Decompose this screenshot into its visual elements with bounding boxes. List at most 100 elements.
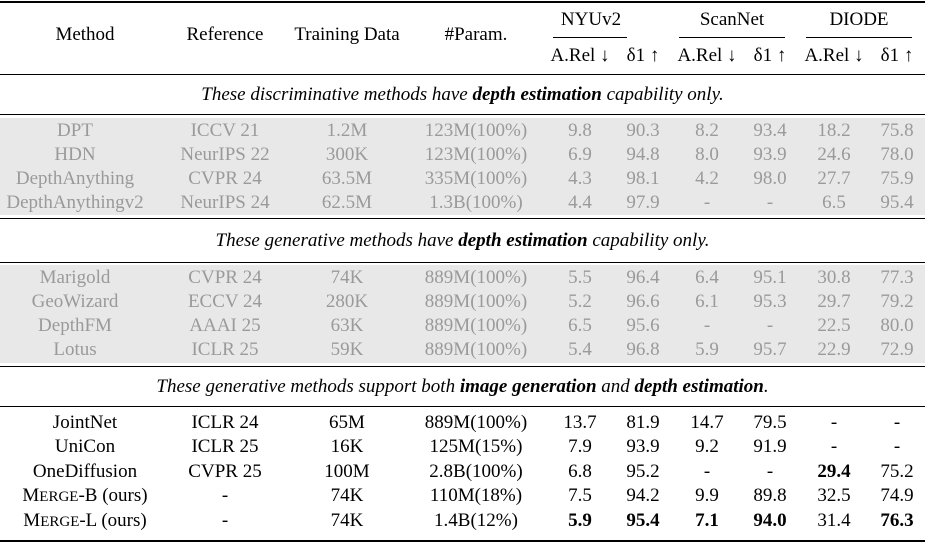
cell-nyu-delta: 98.1	[626, 168, 660, 189]
cell-diode-delta: 74.9	[880, 485, 914, 506]
cell-scannet-delta: 79.5	[753, 412, 787, 433]
cell-scannet-delta: 95.7	[753, 339, 787, 360]
caption-part: These generative methods have	[215, 230, 459, 251]
cell-params: 125M(15%)	[429, 436, 523, 457]
header-nyu-delta: δ1 ↑	[626, 45, 660, 66]
header-nyu-arel: A.Rel ↓	[550, 45, 610, 66]
cell-scannet-delta: -	[766, 192, 774, 213]
cell-scannet-arel: 9.9	[695, 485, 719, 506]
section2-end-rule	[0, 366, 925, 367]
cell-diode-arel: 30.8	[817, 267, 851, 288]
cell-nyu-delta: 96.6	[626, 291, 660, 312]
caption-part: These discriminative methods have	[201, 84, 473, 105]
cell-training-data: 62.5M	[321, 192, 373, 213]
scannet-cmidrule	[679, 37, 785, 38]
cell-nyu-delta: 96.4	[626, 267, 660, 288]
cell-params: 889M(100%)	[424, 291, 528, 312]
cell-diode-arel: -	[830, 436, 838, 457]
cell-nyu-delta: 96.8	[626, 339, 660, 360]
cell-scannet-arel: 5.9	[695, 339, 719, 360]
header-dataset-nyuv2: NYUv2	[560, 9, 622, 30]
top-rule	[0, 1, 925, 3]
cell-scannet-arel: 8.0	[695, 144, 719, 165]
cell-diode-arel: 31.4	[817, 510, 851, 531]
cell-scannet-arel: 6.4	[695, 267, 719, 288]
header-dataset-scannet: ScanNet	[699, 9, 765, 30]
caption-part: capability only.	[601, 84, 724, 105]
cell-method: DepthAnything	[15, 168, 135, 189]
cell-training-data: 100M	[324, 461, 370, 482]
cell-nyu-arel: 7.9	[568, 436, 592, 457]
bottom-rule	[0, 540, 925, 542]
cell-method: MERGE-L (ours)	[23, 510, 147, 531]
header-training-data: Training Data	[294, 24, 400, 45]
cell-method: UniCon	[54, 436, 116, 457]
cell-reference: ICCV 21	[190, 120, 260, 141]
cell-scannet-arel: 8.2	[695, 120, 719, 141]
caption-part: These generative methods support both	[156, 376, 460, 397]
cell-method: JointNet	[52, 412, 118, 433]
caption-part: depth estimation	[634, 376, 764, 397]
cell-method: MERGE-B (ours)	[22, 485, 148, 506]
cell-params: 123M(100%)	[424, 144, 528, 165]
cell-diode-delta: 75.2	[880, 461, 914, 482]
cell-diode-arel: 32.5	[817, 485, 851, 506]
header-scannet-delta: δ1 ↑	[753, 45, 787, 66]
cell-nyu-arel: 6.5	[568, 315, 592, 336]
cell-nyu-delta: 93.9	[626, 436, 660, 457]
cell-reference: NeurIPS 22	[180, 144, 270, 165]
cell-diode-arel: 24.6	[817, 144, 851, 165]
cell-diode-delta: 95.4	[880, 192, 914, 213]
cell-diode-delta: 79.2	[880, 291, 914, 312]
cell-scannet-delta: 95.3	[753, 291, 787, 312]
cell-diode-delta: 75.9	[880, 168, 914, 189]
cell-diode-delta: -	[893, 412, 901, 433]
cell-params: 889M(100%)	[424, 339, 528, 360]
cell-scannet-arel: -	[703, 315, 711, 336]
section1-gray-band	[0, 118, 925, 215]
cell-reference: NeurIPS 24	[180, 192, 270, 213]
cell-diode-arel: 29.4	[817, 461, 851, 482]
cell-method: Lotus	[53, 339, 97, 360]
caption-part: and	[596, 376, 635, 397]
section1-caption-rule	[0, 114, 925, 115]
cell-scannet-delta: 94.0	[753, 510, 787, 531]
cell-nyu-delta: 95.6	[626, 315, 660, 336]
cell-method: DepthAnythingv2	[6, 192, 144, 213]
cell-diode-arel: -	[830, 412, 838, 433]
nyu-cmidrule	[553, 37, 627, 38]
caption-part: capability only.	[587, 230, 710, 251]
cell-training-data: 280K	[325, 291, 369, 312]
cell-nyu-delta: 94.2	[626, 485, 660, 506]
cell-scannet-arel: -	[703, 192, 711, 213]
cell-diode-arel: 18.2	[817, 120, 851, 141]
cell-method: DepthFM	[38, 315, 112, 336]
cell-reference: CVPR 24	[188, 267, 262, 288]
cell-nyu-arel: 7.5	[568, 485, 592, 506]
cell-nyu-arel: 9.8	[568, 120, 592, 141]
cell-scannet-delta: -	[766, 461, 774, 482]
cell-training-data: 59K	[330, 339, 364, 360]
cell-scannet-delta: 89.8	[753, 485, 787, 506]
cell-training-data: 65M	[329, 412, 365, 433]
cell-nyu-delta: 81.9	[626, 412, 660, 433]
cell-nyu-arel: 5.5	[568, 267, 592, 288]
cell-scannet-arel: 4.2	[695, 168, 719, 189]
cell-training-data: 74K	[330, 510, 364, 531]
cell-diode-delta: 78.0	[880, 144, 914, 165]
caption-part: depth estimation	[458, 230, 588, 251]
cell-diode-arel: 22.5	[817, 315, 851, 336]
cell-nyu-delta: 90.3	[626, 120, 660, 141]
header-params: #Param.	[444, 24, 508, 45]
caption-part: depth estimation	[472, 84, 602, 105]
cell-diode-delta: -	[893, 436, 901, 457]
cell-nyu-arel: 4.3	[568, 168, 592, 189]
cell-reference: ICLR 24	[191, 412, 259, 433]
cell-training-data: 74K	[330, 485, 364, 506]
header-method: Method	[55, 24, 115, 45]
cell-diode-delta: 77.3	[880, 267, 914, 288]
cell-training-data: 63K	[330, 315, 364, 336]
cell-reference: ICLR 25	[191, 339, 259, 360]
cell-nyu-arel: 5.2	[568, 291, 592, 312]
header-rule	[0, 74, 925, 75]
